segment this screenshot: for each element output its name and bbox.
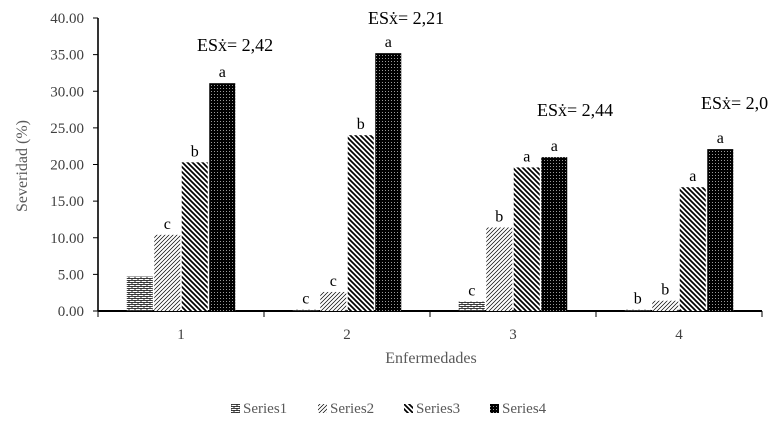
legend-label-series3: Series3 [416, 401, 460, 417]
bar-series3-2 [347, 135, 374, 311]
x-axis: 1 2 3 4 [97, 310, 763, 343]
bar-letter-label: c [164, 216, 171, 233]
y-tick-label: 30.00 [50, 84, 84, 100]
bar-series4-2 [375, 53, 402, 311]
y-tick-label: 25.00 [50, 121, 84, 137]
bar-letter-label: b [495, 208, 503, 225]
bar-series4-3 [541, 157, 568, 311]
x-tick-label: 4 [675, 327, 683, 343]
bar-letter-label: b [191, 143, 199, 160]
y-tick-label: 15.00 [50, 194, 84, 210]
x-axis-title: Enfermedades [385, 350, 477, 367]
bar-series1-2 [292, 309, 319, 311]
bar-series4-4 [707, 149, 734, 311]
bar-letter-label: c [468, 282, 475, 299]
bars [126, 53, 734, 311]
y-tick-label: 35.00 [50, 48, 84, 64]
bar-letter-label: b [634, 291, 642, 308]
legend-swatch-series3 [404, 404, 413, 413]
x-tick-label: 3 [509, 327, 517, 343]
bar-letter-label: c [302, 291, 309, 308]
bar-letter-label: a [385, 34, 392, 51]
y-tick-label: 10.00 [50, 231, 84, 247]
bar-series2-2 [320, 291, 347, 311]
bar-letter-label: a [717, 130, 724, 147]
annotation-se-3: ESẋ= 2,44 [537, 100, 613, 120]
bar-series3-1 [181, 162, 208, 311]
x-tick-label: 1 [177, 327, 185, 343]
bar-series3-3 [513, 167, 540, 311]
bar-series2-4 [652, 300, 679, 311]
bar-letter-label: a [219, 64, 226, 81]
legend-label-series1: Series1 [243, 401, 287, 417]
legend-swatch-series4 [490, 404, 499, 413]
bar-letter-label: a [689, 168, 696, 185]
legend-swatch-series1 [231, 404, 240, 413]
y-tick-label: 20.00 [50, 158, 84, 174]
bar-letter-label: a [551, 138, 558, 155]
annotation-se-2: ESẋ= 2,21 [368, 8, 444, 28]
bar-letter-label: a [523, 148, 530, 165]
bar-series2-1 [154, 234, 181, 311]
annotation-se-1: ESẋ= 2,42 [197, 35, 273, 55]
bar-series1-4 [624, 309, 651, 311]
bar-series2-3 [486, 227, 513, 311]
y-axis-title: Severidad (%) [14, 120, 31, 212]
legend-label-series2: Series2 [330, 401, 374, 417]
legend: Series1 Series2 Series3 Series4 [231, 401, 547, 417]
y-tick-label: 40.00 [50, 11, 84, 27]
bar-letter-label: c [330, 273, 337, 290]
legend-swatch-series2 [318, 404, 327, 413]
annotation-se-4: ESẋ= 2,0 [701, 93, 768, 113]
bar-series4-1 [209, 83, 236, 311]
y-axis: 0.00 5.00 10.00 15.00 20.00 25.00 30.00 35.00 40… [50, 11, 99, 320]
y-tick-label: 5.00 [58, 267, 84, 283]
bar-series1-3 [458, 301, 485, 311]
legend-label-series4: Series4 [502, 401, 547, 417]
bar-letter-label: b [661, 282, 669, 299]
bar-series3-4 [679, 187, 706, 311]
bar-series1-1 [126, 276, 153, 311]
y-tick-label: 0.00 [58, 304, 84, 320]
bar-letter-labels: c c b c c b b b b a a a a a a [164, 34, 724, 307]
bar-letter-label: b [357, 116, 365, 133]
x-tick-label: 2 [343, 327, 351, 343]
